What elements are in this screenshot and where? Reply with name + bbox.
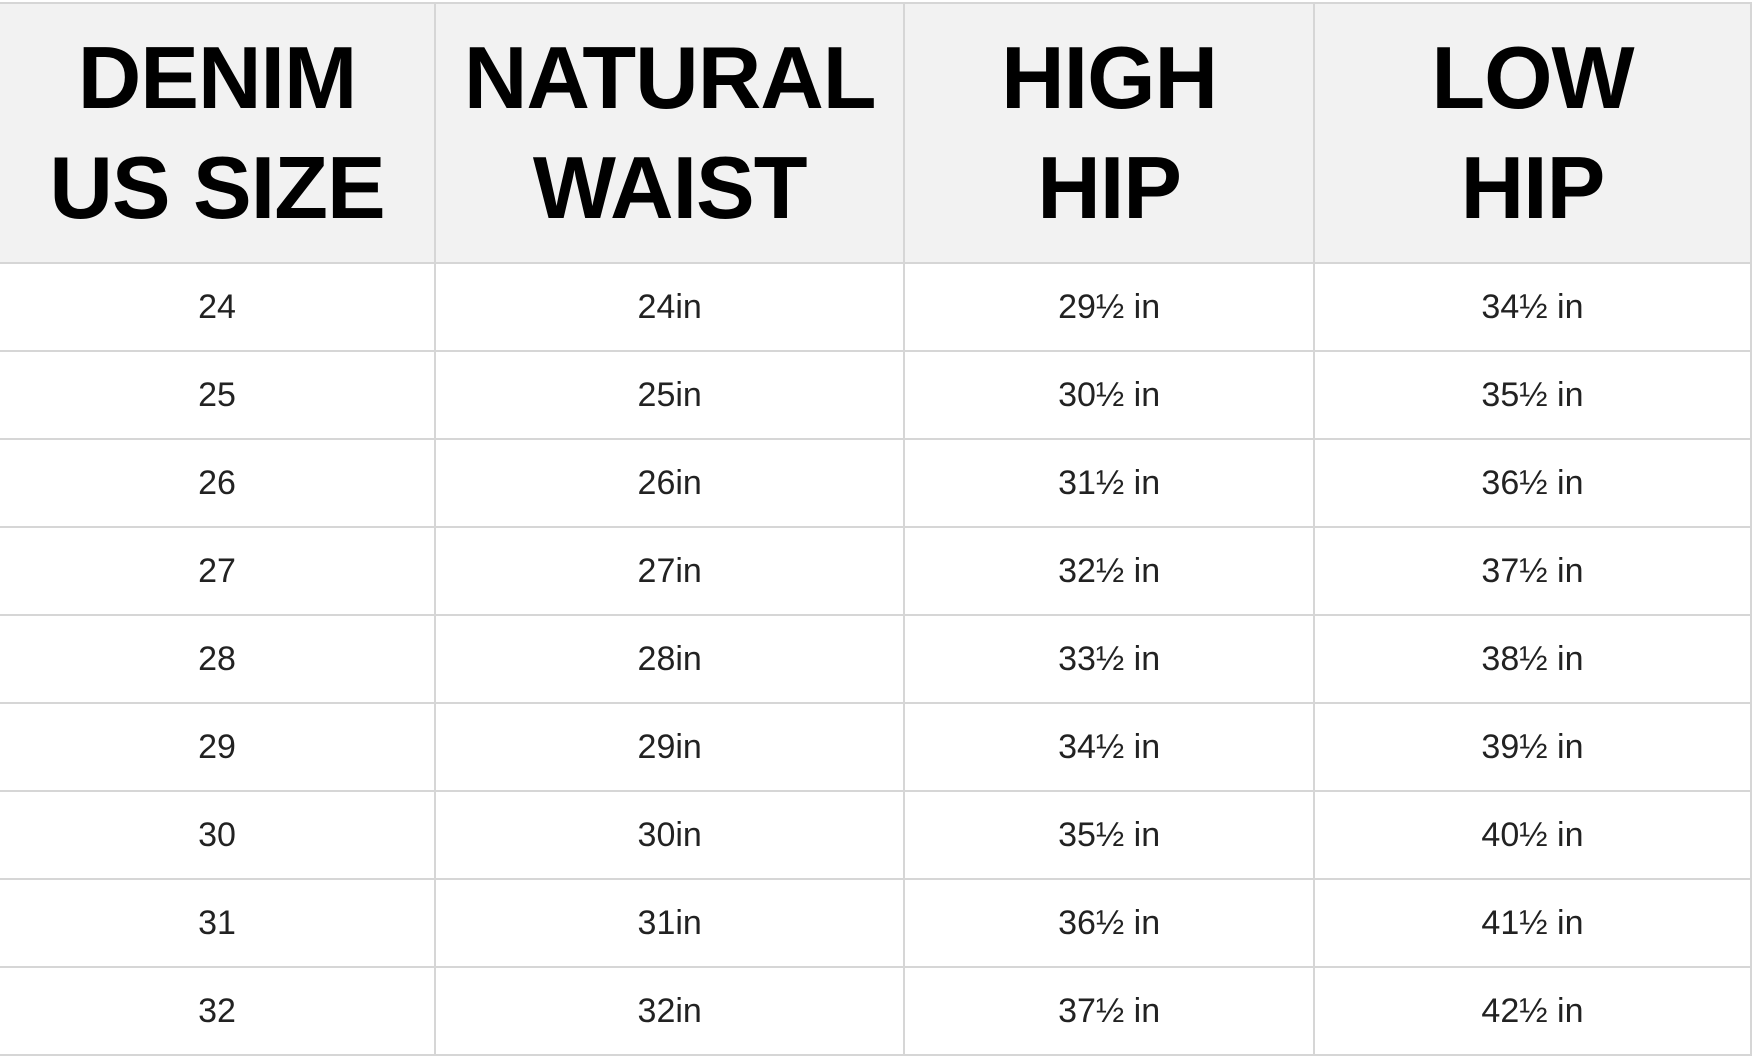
table-row: 26 26in 31½ in 36½ in: [0, 438, 1753, 528]
header-low-hip: LOW HIP: [1312, 2, 1753, 264]
natural-waist-cell: 30in: [434, 790, 906, 880]
size-cell: 29: [0, 702, 437, 792]
high-hip-cell: 37½ in: [903, 966, 1315, 1056]
natural-waist-cell: 31in: [434, 878, 906, 968]
table-row: 30 30in 35½ in 40½ in: [0, 790, 1753, 880]
low-hip-cell: 34½ in: [1312, 262, 1753, 352]
low-hip-cell: 37½ in: [1312, 526, 1753, 616]
size-cell: 24: [0, 262, 437, 352]
natural-waist-cell: 26in: [434, 438, 906, 528]
low-hip-cell: 35½ in: [1312, 350, 1753, 440]
header-line: LOW: [1431, 28, 1634, 127]
table-row: 25 25in 30½ in 35½ in: [0, 350, 1753, 440]
header-line: DENIM: [77, 28, 358, 127]
header-line: HIGH: [1001, 28, 1218, 127]
low-hip-cell: 36½ in: [1312, 438, 1753, 528]
high-hip-cell: 30½ in: [903, 350, 1315, 440]
natural-waist-cell: 27in: [434, 526, 906, 616]
natural-waist-cell: 24in: [434, 262, 906, 352]
table-row: 29 29in 34½ in 39½ in: [0, 702, 1753, 792]
header-line: HIP: [1460, 138, 1606, 237]
table-row: 31 31in 36½ in 41½ in: [0, 878, 1753, 968]
size-cell: 32: [0, 966, 437, 1056]
header-row: DENIM US SIZE NATURAL WAIST HIGH HIP LOW HIP: [0, 2, 1753, 264]
header-line: NATURAL: [463, 28, 877, 127]
low-hip-cell: 41½ in: [1312, 878, 1753, 968]
high-hip-cell: 34½ in: [903, 702, 1315, 792]
table-row: 28 28in 33½ in 38½ in: [0, 614, 1753, 704]
header-line: HIP: [1037, 138, 1182, 237]
size-cell: 25: [0, 350, 437, 440]
natural-waist-cell: 28in: [434, 614, 906, 704]
high-hip-cell: 29½ in: [903, 262, 1315, 352]
table-row: 32 32in 37½ in 42½ in: [0, 966, 1753, 1056]
low-hip-cell: 38½ in: [1312, 614, 1753, 704]
table-row: 27 27in 32½ in 37½ in: [0, 526, 1753, 616]
size-cell: 31: [0, 878, 437, 968]
header-line: US SIZE: [49, 138, 385, 237]
header-denim-us-size: DENIM US SIZE: [0, 2, 437, 264]
size-cell: 26: [0, 438, 437, 528]
high-hip-cell: 35½ in: [903, 790, 1315, 880]
natural-waist-cell: 29in: [434, 702, 906, 792]
high-hip-cell: 33½ in: [903, 614, 1315, 704]
high-hip-cell: 36½ in: [903, 878, 1315, 968]
size-cell: 27: [0, 526, 437, 616]
high-hip-cell: 32½ in: [903, 526, 1315, 616]
size-cell: 28: [0, 614, 437, 704]
natural-waist-cell: 25in: [434, 350, 906, 440]
size-cell: 30: [0, 790, 437, 880]
low-hip-cell: 39½ in: [1312, 702, 1753, 792]
header-high-hip: HIGH HIP: [903, 2, 1315, 264]
high-hip-cell: 31½ in: [903, 438, 1315, 528]
low-hip-cell: 40½ in: [1312, 790, 1753, 880]
natural-waist-cell: 32in: [434, 966, 906, 1056]
table-row: 24 24in 29½ in 34½ in: [0, 262, 1753, 352]
header-natural-waist: NATURAL WAIST: [434, 2, 906, 264]
low-hip-cell: 42½ in: [1312, 966, 1753, 1056]
header-line: WAIST: [532, 138, 808, 237]
